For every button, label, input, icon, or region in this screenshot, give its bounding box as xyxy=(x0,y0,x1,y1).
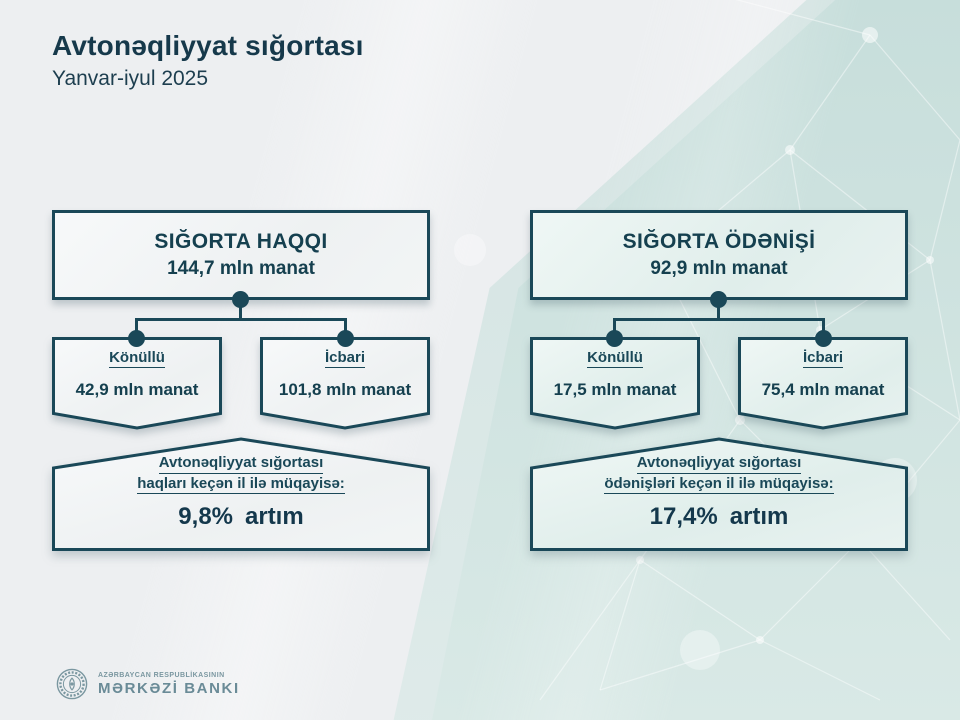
odenisi-child-konullu: Könüllü 17,5 mln manat xyxy=(530,337,700,430)
odenisi-comparison-line2: ödənişləri keçən il ilə müqayisə: xyxy=(604,474,834,494)
odenisi-growth-suffix: artım xyxy=(729,503,789,530)
odenisi-parent-title: SIĞORTA ÖDƏNİŞİ xyxy=(622,230,816,253)
haqqi-child1-dot xyxy=(128,330,145,347)
odenisi-comparison-line1: Avtonəqliyyat sığortası xyxy=(636,453,802,474)
odenisi-child-icbari: İcbari 75,4 mln manat xyxy=(738,337,908,430)
haqqi-growth-suffix: artım xyxy=(245,503,304,530)
haqqi-child-konullu: Könüllü 42,9 mln manat xyxy=(52,337,222,430)
page-footer: AZƏRBAYCAN RESPUBLİKASININ MƏRKƏZİ BANKI xyxy=(56,668,240,700)
odenisi-parent-value: 92,9 mln manat xyxy=(650,258,788,279)
haqqi-growth-value: 9,8% xyxy=(178,503,233,530)
odenisi-growth-value: 17,4% xyxy=(649,503,718,530)
haqqi-comparison-line1: Avtonəqliyyat sığortası xyxy=(158,453,324,474)
footer-org-line2: MƏRKƏZİ BANKI xyxy=(98,679,240,697)
haqqi-parent-title: SIĞORTA HAQQI xyxy=(154,230,328,253)
odenisi-child1-dot xyxy=(606,330,623,347)
central-bank-emblem-icon xyxy=(56,668,88,700)
haqqi-konullu-label: Könüllü xyxy=(109,349,165,368)
haqqi-parent-value: 144,7 mln manat xyxy=(167,258,315,279)
haqqi-icbari-label: İcbari xyxy=(324,349,366,368)
haqqi-parent-box: SIĞORTA HAQQI 144,7 mln manat xyxy=(52,210,430,300)
haqqi-icbari-value: 101,8 mln manat xyxy=(278,380,412,399)
page-header: Avtonəqliyyat sığortası Yanvar-iyul 2025 xyxy=(52,30,364,91)
haqqi-stem-right xyxy=(344,318,347,340)
haqqi-node-dot xyxy=(232,291,249,308)
odenisi-icbari-label: İcbari xyxy=(802,349,844,368)
footer-org-line1: AZƏRBAYCAN RESPUBLİKASININ xyxy=(98,671,225,679)
odenisi-konullu-value: 17,5 mln manat xyxy=(553,380,677,399)
page-title: Avtonəqliyyat sığortası xyxy=(52,30,364,61)
haqqi-comparison-line2: haqları keçən il ilə müqayisə: xyxy=(137,474,345,494)
haqqi-child2-dot xyxy=(337,330,354,347)
odenisi-branch xyxy=(613,318,825,321)
odenisi-node-dot xyxy=(710,291,727,308)
haqqi-stem xyxy=(239,300,242,320)
haqqi-konullu-value: 42,9 mln manat xyxy=(75,380,199,399)
page-subtitle: Yanvar-iyul 2025 xyxy=(52,67,209,90)
haqqi-branch xyxy=(135,318,347,321)
haqqi-stem-left xyxy=(135,318,138,340)
banner-shape xyxy=(52,337,222,430)
odenisi-parent-box: SIĞORTA ÖDƏNİŞİ 92,9 mln manat xyxy=(530,210,908,300)
odenisi-konullu-label: Könüllü xyxy=(587,349,643,368)
odenisi-comparison-banner: Avtonəqliyyat sığortası ödənişləri keçən… xyxy=(530,437,908,551)
haqqi-comparison-banner: Avtonəqliyyat sığortası haqları keçən il… xyxy=(52,437,430,551)
haqqi-child-icbari: İcbari 101,8 mln manat xyxy=(260,337,430,430)
odenisi-icbari-value: 75,4 mln manat xyxy=(761,380,885,399)
odenisi-child2-dot xyxy=(815,330,832,347)
